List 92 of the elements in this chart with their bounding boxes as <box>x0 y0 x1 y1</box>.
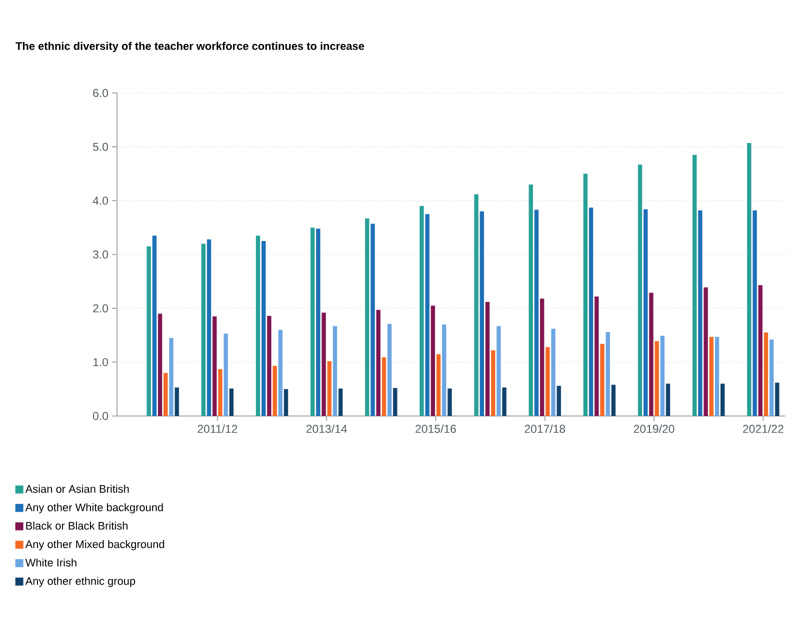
bar <box>316 228 320 416</box>
bar <box>638 164 642 416</box>
y-tick-label: 2.0 <box>93 304 108 312</box>
bar <box>698 210 702 416</box>
bar <box>332 326 338 416</box>
bar <box>224 334 228 416</box>
x-tick-label: 2015/16 <box>416 424 456 433</box>
bar <box>551 328 556 416</box>
bar <box>146 246 151 416</box>
legend-label: Any other White background <box>25 503 163 514</box>
y-tick-label: 1.0 <box>93 358 108 366</box>
bar <box>556 386 561 416</box>
bar <box>649 292 654 416</box>
bar <box>709 336 714 416</box>
bar <box>370 224 375 416</box>
bar <box>310 228 315 416</box>
bar <box>229 388 234 416</box>
legend-label: Asian or Asian British <box>25 484 129 493</box>
chart-title: The ethnic diversity of the teacher workforce continues to increase <box>16 42 364 52</box>
bar <box>164 372 168 416</box>
x-tick-label: 2021/22 <box>743 424 784 433</box>
bar <box>654 341 659 416</box>
bar <box>474 194 478 416</box>
bar <box>272 366 277 416</box>
bar <box>611 384 616 416</box>
bar <box>769 340 774 416</box>
bar <box>546 347 550 416</box>
bar <box>338 388 343 416</box>
bar <box>720 384 725 416</box>
bar <box>322 312 326 416</box>
x-tick-label: 2011/12 <box>198 424 238 433</box>
legend-label: Any other ethnic group <box>25 576 136 588</box>
bar <box>387 324 392 416</box>
bar <box>442 324 446 416</box>
bar <box>430 306 436 416</box>
bar <box>491 350 496 416</box>
bar <box>747 143 752 416</box>
legend-label: White Irish <box>25 558 76 566</box>
bar <box>528 184 533 416</box>
x-tick-label: 2013/14 <box>306 424 347 433</box>
y-tick-label: 0.0 <box>93 412 108 420</box>
bar <box>174 387 179 416</box>
y-tick-label: 5.0 <box>93 142 108 151</box>
x-tick-label: 2019/20 <box>634 424 674 433</box>
bar <box>284 389 288 416</box>
bar <box>169 338 174 416</box>
bar <box>327 361 332 416</box>
bar <box>752 210 757 416</box>
bar <box>158 314 162 416</box>
bar <box>256 236 260 416</box>
bar <box>583 174 588 416</box>
bar <box>262 241 266 416</box>
bar <box>448 388 452 416</box>
bar <box>365 218 370 416</box>
bar <box>212 316 217 416</box>
bar <box>594 296 599 416</box>
bar <box>152 236 157 416</box>
bar <box>775 382 780 416</box>
bar <box>496 326 501 416</box>
bar <box>540 298 544 416</box>
bar <box>588 208 594 416</box>
bar <box>534 210 539 416</box>
bar <box>393 388 398 416</box>
bar <box>600 344 604 416</box>
bar <box>764 332 768 416</box>
bar <box>425 214 430 416</box>
bar <box>758 285 762 416</box>
bar <box>660 336 665 416</box>
y-tick-label: 6.0 <box>93 88 108 98</box>
bar <box>714 336 720 416</box>
x-tick-label: 2017/18 <box>524 424 566 433</box>
bar <box>218 369 222 416</box>
bar <box>201 244 206 416</box>
bar <box>485 302 490 416</box>
y-tick-label: 4.0 <box>92 196 108 205</box>
bar <box>278 330 282 416</box>
bar <box>644 209 648 416</box>
y-tick-label: 3.0 <box>93 250 108 259</box>
bar <box>382 357 386 416</box>
bar <box>502 387 506 416</box>
bar <box>704 287 708 416</box>
bar <box>480 211 484 416</box>
bar <box>376 310 380 416</box>
bar <box>666 384 670 416</box>
bar <box>606 332 610 416</box>
legend-label: Any other Mixed background <box>25 540 164 550</box>
bar <box>206 239 212 416</box>
legend-label: Black or Black British <box>26 522 128 530</box>
bar <box>267 316 272 416</box>
bar <box>436 354 441 416</box>
bar <box>420 206 424 416</box>
bar <box>692 154 697 416</box>
